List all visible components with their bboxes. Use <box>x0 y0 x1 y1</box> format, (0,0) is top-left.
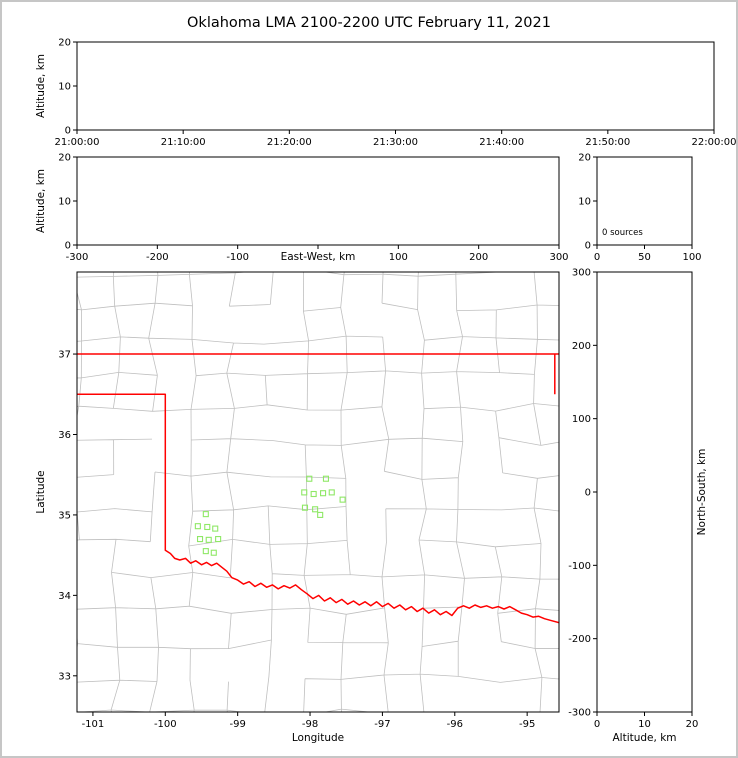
x-tick-label: 100 <box>389 252 408 263</box>
x-tick-label: 200 <box>469 252 488 263</box>
panel-background <box>597 272 692 712</box>
source-count-annotation: 0 sources <box>602 228 643 238</box>
lma-source-point <box>339 496 346 503</box>
x-axis-label: East-West, km <box>281 251 356 263</box>
y-tick-label: 10 <box>578 197 591 208</box>
lma-source-point <box>328 489 335 496</box>
x-tick-label: 100 <box>682 252 701 263</box>
y-tick-label: 0 <box>585 241 591 252</box>
y-axis-label: Latitude <box>35 470 47 513</box>
county-boundaries <box>77 272 559 712</box>
y-tick-label: 34 <box>58 591 71 602</box>
x-tick-label: -101 <box>82 719 105 730</box>
panel-background <box>77 272 559 712</box>
panel-alt-histogram: 0 50 100 0 10 20 0 sources <box>578 153 701 264</box>
y-axis-label: Altitude, km <box>35 54 47 118</box>
y-tick-label: 0 <box>585 488 591 499</box>
panel-frame <box>76 271 560 713</box>
lma-source-point <box>210 549 217 556</box>
panel-time-height: 21:00:00 21:10:00 21:20:00 21:30:00 21:40:00… <box>35 38 736 149</box>
x-tick-label: -200 <box>146 252 169 263</box>
lma-source-point <box>317 511 324 518</box>
y-tick-label: 100 <box>572 414 591 425</box>
x-tick-label: 21:50:00 <box>585 137 630 148</box>
y-tick-label: -300 <box>568 708 591 719</box>
x-tick-label: 10 <box>638 719 651 730</box>
x-tick-label: 50 <box>638 252 651 263</box>
y-tick-label: 37 <box>58 350 71 361</box>
x-tick-label: -98 <box>302 719 318 730</box>
lma-source-point <box>194 523 201 530</box>
lma-source-point <box>322 475 330 482</box>
panel-background <box>597 157 692 245</box>
lma-source-point <box>202 511 209 518</box>
y-tick-label: -200 <box>568 634 591 645</box>
x-tick-label: 21:00:00 <box>55 137 100 148</box>
lma-source-point <box>215 536 222 543</box>
x-tick-label: -300 <box>66 252 89 263</box>
y-axis-label: North-South, km <box>696 449 708 536</box>
x-tick-label: -96 <box>447 719 463 730</box>
lma-source-point <box>310 490 317 498</box>
x-tick-label: 21:30:00 <box>373 137 418 148</box>
y-axis-label: Altitude, km <box>35 169 47 233</box>
lma-source-point <box>301 489 308 496</box>
lma-source-point <box>205 536 212 543</box>
x-tick-label: 21:10:00 <box>161 137 206 148</box>
y-tick-label: 10 <box>58 82 71 93</box>
x-tick-label: -100 <box>154 719 177 730</box>
y-tick-label: 36 <box>58 430 71 441</box>
lma-source-point <box>196 536 204 543</box>
x-axis-label: Altitude, km <box>612 732 676 744</box>
state-border <box>77 353 559 624</box>
y-tick-label: 20 <box>58 38 71 49</box>
lma-source-point <box>204 523 211 531</box>
lma-source-point <box>212 525 219 532</box>
lma-source-point <box>306 475 313 482</box>
panel-plan-view: -101 -100 -99 -98 -97 -96 -95 33 34 35 36 37 Longitu… <box>35 271 560 744</box>
x-tick-label: 21:40:00 <box>479 137 524 148</box>
x-tick-label: 20 <box>686 719 699 730</box>
x-tick-label: 22:00:00 <box>692 137 736 148</box>
y-tick-label: 0 <box>65 241 71 252</box>
x-tick-label: -100 <box>226 252 249 263</box>
y-tick-label: 0 <box>65 126 71 137</box>
x-tick-label: 21:20:00 <box>267 137 312 148</box>
panel-background <box>77 42 714 130</box>
y-tick-label: 35 <box>58 510 71 521</box>
chart-title: Oklahoma LMA 2100-2200 UTC February 11, … <box>187 15 551 31</box>
x-tick-label: -95 <box>519 719 535 730</box>
panel-ns-height: 0 10 20 -300 -200 -100 0 100 200 300 Altitude, km N… <box>568 268 708 745</box>
y-tick-label: -100 <box>568 561 591 572</box>
lma-source-point <box>301 504 309 511</box>
y-tick-label: 33 <box>58 671 71 682</box>
x-axis-label: Longitude <box>292 732 344 744</box>
y-tick-label: 20 <box>58 153 71 164</box>
x-tick-label: 300 <box>549 252 568 263</box>
x-tick-label: -97 <box>374 719 390 730</box>
y-tick-label: 200 <box>572 341 591 352</box>
panel-background <box>77 157 559 245</box>
lma-source-point <box>320 490 327 497</box>
x-tick-label: 0 <box>594 719 600 730</box>
lma-source-point <box>202 548 209 555</box>
x-tick-label: -99 <box>229 719 245 730</box>
x-tick-label: 0 <box>594 252 600 263</box>
panel-ew-height: -300 -200 -100 100 200 300 0 10 20 East-West, km A… <box>35 153 569 264</box>
y-tick-label: 300 <box>572 268 591 279</box>
y-tick-label: 20 <box>578 153 591 164</box>
lma-source-point <box>312 506 319 513</box>
y-tick-label: 10 <box>58 197 71 208</box>
